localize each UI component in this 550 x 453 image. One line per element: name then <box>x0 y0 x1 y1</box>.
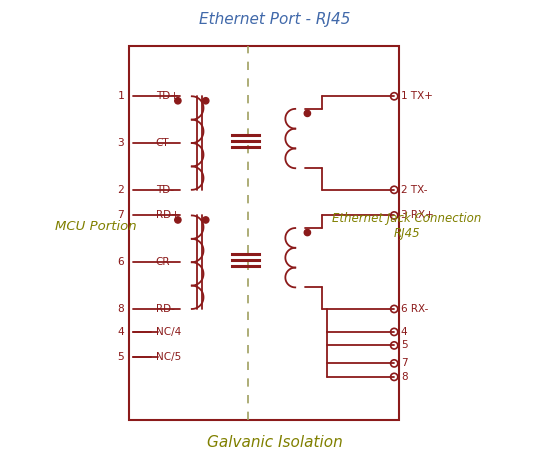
Text: 6 RX-: 6 RX- <box>401 304 428 314</box>
Text: 1 TX+: 1 TX+ <box>401 91 433 101</box>
Text: TD-: TD- <box>156 185 174 195</box>
Text: 8: 8 <box>401 372 408 382</box>
Circle shape <box>175 98 181 104</box>
Text: NC/4: NC/4 <box>156 327 181 337</box>
Circle shape <box>175 217 181 223</box>
Text: 4: 4 <box>118 327 124 337</box>
Text: Ethernet Jack Connection
RJ45: Ethernet Jack Connection RJ45 <box>333 212 482 240</box>
Text: 2 TX-: 2 TX- <box>401 185 427 195</box>
Text: 1: 1 <box>118 91 124 101</box>
Text: 6: 6 <box>118 257 124 267</box>
Circle shape <box>304 110 311 116</box>
Text: Ethernet Port - RJ45: Ethernet Port - RJ45 <box>199 12 351 27</box>
Text: 5: 5 <box>118 352 124 361</box>
Text: MCU Portion: MCU Portion <box>54 220 136 233</box>
Circle shape <box>304 229 311 236</box>
Text: 5: 5 <box>401 340 408 351</box>
Text: RD-: RD- <box>156 304 175 314</box>
Text: 4: 4 <box>401 327 408 337</box>
Text: 8: 8 <box>118 304 124 314</box>
Text: CR: CR <box>156 257 170 267</box>
Text: 3 RX+: 3 RX+ <box>401 211 433 221</box>
Text: TD+: TD+ <box>156 91 179 101</box>
Text: 7: 7 <box>401 358 408 368</box>
Text: 2: 2 <box>118 185 124 195</box>
Text: Galvanic Isolation: Galvanic Isolation <box>207 434 343 449</box>
Text: 3: 3 <box>118 138 124 148</box>
Text: 7: 7 <box>118 211 124 221</box>
Text: CT: CT <box>156 138 169 148</box>
Text: RD+: RD+ <box>156 211 180 221</box>
Circle shape <box>202 98 209 104</box>
Circle shape <box>202 217 209 223</box>
Bar <box>129 46 399 419</box>
Text: NC/5: NC/5 <box>156 352 181 361</box>
